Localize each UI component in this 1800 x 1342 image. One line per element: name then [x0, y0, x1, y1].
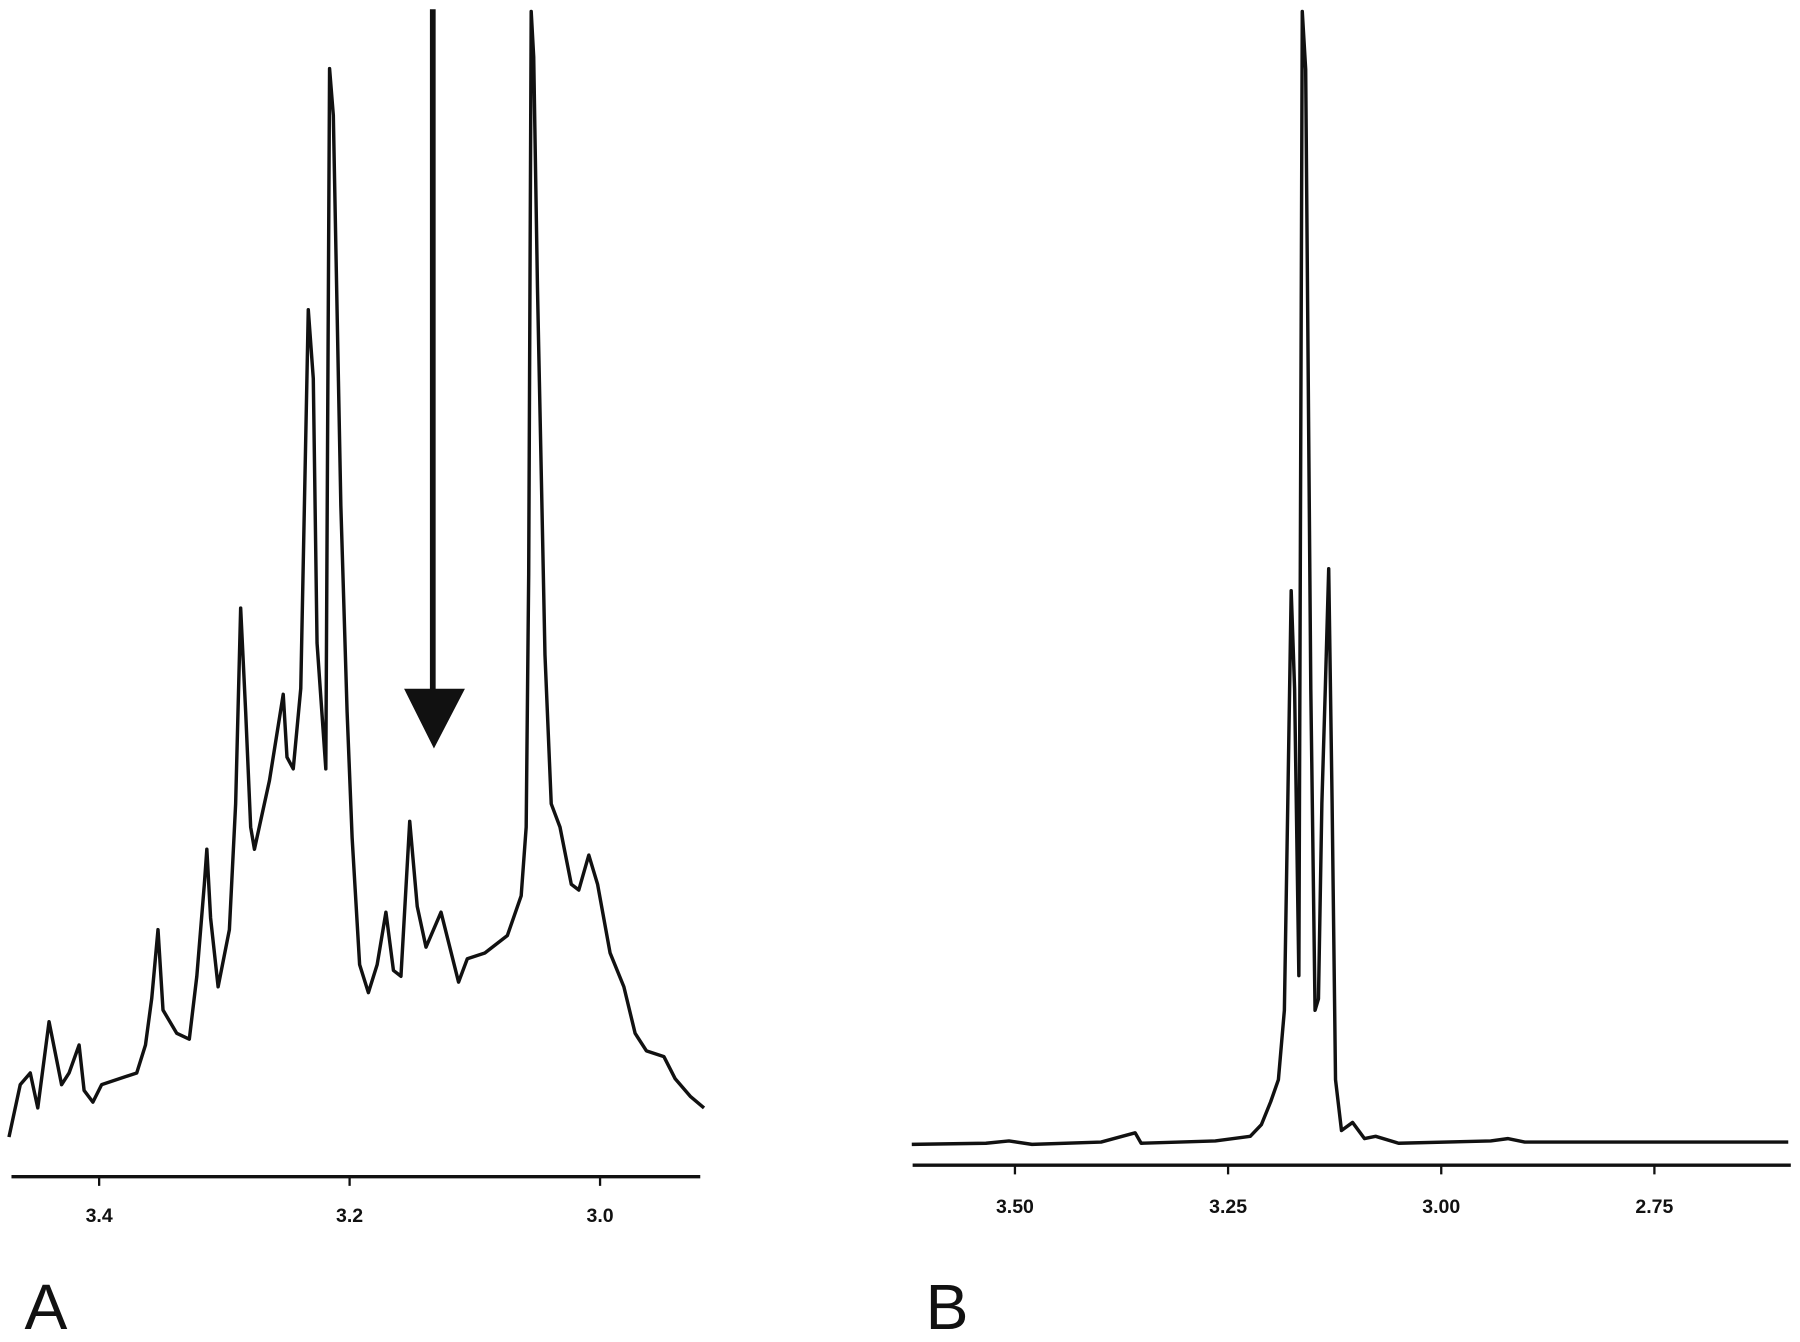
x-tick-label: 3.0: [587, 1205, 614, 1227]
arrow: [404, 9, 465, 749]
x-tick-label: 3.4: [86, 1205, 113, 1227]
x-tick-label: 3.00: [1422, 1196, 1460, 1218]
x-tick-label: 3.50: [996, 1196, 1034, 1218]
x-tick-label: 3.2: [336, 1205, 363, 1227]
spectrum-line: [7, 9, 706, 1138]
x-tick-label: 2.75: [1635, 1196, 1673, 1218]
x-tick-label: 3.25: [1209, 1196, 1247, 1218]
panel-label: A: [24, 1271, 67, 1342]
arrow-head: [404, 688, 465, 749]
spectrum-line: [911, 9, 1789, 1147]
panel-label: B: [926, 1271, 969, 1342]
